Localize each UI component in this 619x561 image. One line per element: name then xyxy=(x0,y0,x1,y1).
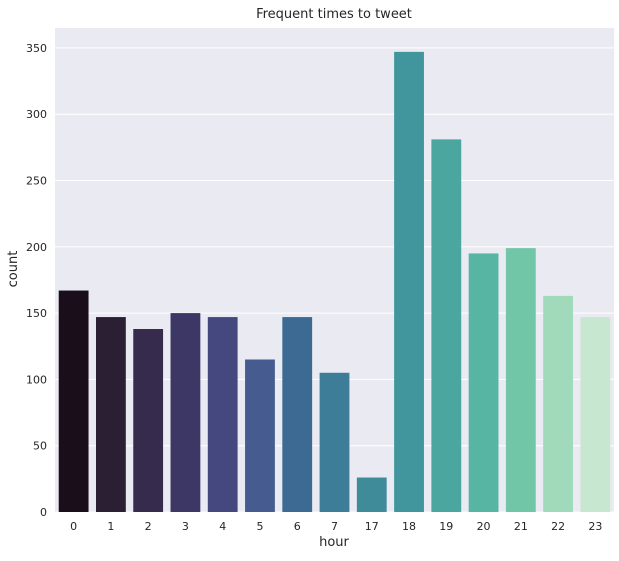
bar-hour-19 xyxy=(431,139,462,513)
x-tick-label: 4 xyxy=(219,520,226,533)
bar-hour-7 xyxy=(319,372,350,512)
y-tick-label: 0 xyxy=(40,506,47,519)
x-tick-label: 20 xyxy=(477,520,491,533)
x-tick-label: 6 xyxy=(294,520,301,533)
bar-hour-0 xyxy=(58,290,89,512)
bar-hour-5 xyxy=(245,359,275,512)
bar-hour-6 xyxy=(282,317,313,512)
bars xyxy=(58,51,611,513)
bar-hour-21 xyxy=(505,248,536,512)
x-tick-label: 21 xyxy=(514,520,528,533)
bar-hour-17 xyxy=(356,477,387,512)
bar-hour-4 xyxy=(207,317,238,512)
x-tick-label: 1 xyxy=(107,520,114,533)
x-tick-label: 23 xyxy=(588,520,602,533)
x-tick-label: 18 xyxy=(402,520,416,533)
x-tick-label: 2 xyxy=(145,520,152,533)
chart-title: Frequent times to tweet xyxy=(256,7,412,22)
y-tick-label: 150 xyxy=(26,307,47,320)
y-tick-label: 50 xyxy=(33,440,47,453)
x-tick-label: 19 xyxy=(439,520,453,533)
bar-hour-18 xyxy=(394,51,424,512)
y-tick-label: 250 xyxy=(26,174,47,187)
y-tick-label: 350 xyxy=(26,42,47,55)
bar-hour-2 xyxy=(133,329,164,512)
bar-hour-3 xyxy=(170,313,201,512)
bar-hour-1 xyxy=(95,317,126,512)
bar-hour-20 xyxy=(468,253,499,512)
y-tick-label: 100 xyxy=(26,373,47,386)
y-axis-label: count xyxy=(6,251,21,288)
x-tick-label: 0 xyxy=(70,520,77,533)
bar-hour-23 xyxy=(580,317,611,512)
y-tick-label: 300 xyxy=(26,108,47,121)
x-tick-label: 5 xyxy=(256,520,263,533)
x-tick-label: 22 xyxy=(551,520,565,533)
y-tick-label: 200 xyxy=(26,241,47,254)
x-axis-label: hour xyxy=(319,535,349,550)
x-tick-label: 7 xyxy=(331,520,338,533)
x-tick-label: 17 xyxy=(365,520,379,533)
x-tick-label: 3 xyxy=(182,520,189,533)
bar-hour-22 xyxy=(543,295,574,512)
